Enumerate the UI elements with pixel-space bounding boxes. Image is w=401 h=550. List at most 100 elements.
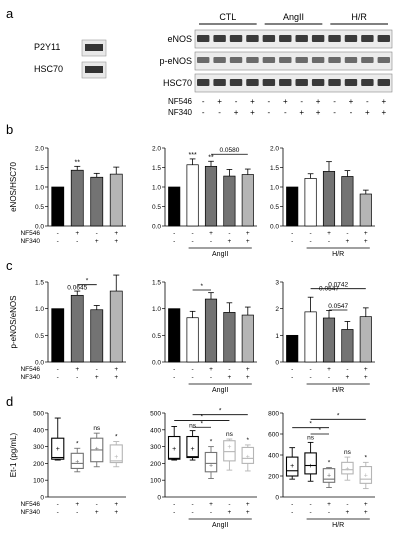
y-tick-label: 0 — [275, 495, 279, 502]
y-tick-label: 800 — [268, 411, 279, 418]
treatment-sign: + — [246, 501, 250, 508]
treatment-sign: - — [310, 366, 312, 373]
bar — [109, 290, 123, 363]
blot-band — [197, 79, 210, 86]
treatment-sign: - — [192, 238, 194, 245]
blot-band — [246, 57, 259, 63]
blot-treatment-sign: + — [316, 97, 321, 106]
treatment-sign: + — [114, 374, 118, 381]
y-tick-label: 400 — [33, 427, 44, 434]
blot-band — [311, 57, 325, 63]
treatment-sign: - — [346, 366, 348, 373]
treatment-sign: - — [76, 238, 78, 245]
treatment-sign: - — [96, 230, 98, 237]
blot-treatment-sign: + — [217, 97, 222, 106]
blot-band — [344, 57, 358, 63]
treatment-sign: + — [246, 374, 250, 381]
mean-marker: + — [309, 463, 313, 470]
y-tick-label: 400 — [268, 453, 279, 460]
box — [241, 446, 255, 464]
significance-label: ns — [189, 423, 197, 430]
treatment-sign: + — [346, 238, 350, 245]
treatment-sign: - — [291, 366, 293, 373]
treatment-sign: + — [346, 509, 350, 516]
blot-band — [328, 35, 341, 42]
y-tick-label: 1.0 — [152, 306, 161, 313]
treatment-sign: - — [192, 509, 194, 516]
treatment-sign: - — [328, 509, 330, 516]
box — [70, 452, 84, 469]
y-tick-label: 2.0 — [35, 146, 44, 153]
y-tick-label: 1.5 — [270, 165, 279, 172]
y-tick-label: 2.0 — [152, 146, 161, 153]
treatment-sign: - — [210, 238, 212, 245]
box — [223, 440, 236, 462]
y-tick-label: 0.0 — [35, 360, 44, 367]
treatment-sign: - — [192, 374, 194, 381]
treatment-sign: - — [173, 230, 175, 237]
blot-treatment-sign: - — [350, 108, 353, 117]
bracket-label: 0.0645 — [67, 285, 87, 292]
blot-band-hsc70-small — [85, 66, 103, 73]
box — [109, 444, 123, 464]
treatment-sign: - — [210, 509, 212, 516]
bar — [241, 314, 254, 363]
y-tick-label: 0.5 — [270, 204, 279, 211]
treatment-sign: - — [310, 509, 312, 516]
blot-treatment-sign: + — [250, 108, 255, 117]
bracket-label: * — [309, 421, 312, 428]
y-tick-label: 400 — [150, 427, 161, 434]
blot-treatment-sign: - — [202, 108, 205, 117]
panel-letter-a: a — [6, 6, 14, 21]
y-tick-label: 1 — [275, 333, 279, 340]
small-blot: P2Y11 HSC70 — [34, 39, 107, 79]
y-tick-label: 200 — [268, 474, 279, 481]
y-tick-label: 1.0 — [270, 185, 279, 192]
y-tick-label: 1.0 — [35, 306, 44, 313]
chart-b2: 0.00.51.01.52.0*** **0.0580----+--+++AngI… — [152, 146, 257, 258]
blot-row-label: eNOS — [167, 34, 192, 44]
blot-treatment-sign: - — [202, 97, 205, 106]
condition-label: H/R — [332, 251, 344, 258]
chart-c2: 0.00.51.01.5 *----+--+++AngII — [152, 280, 257, 394]
bar — [70, 294, 84, 363]
bar — [322, 171, 336, 227]
bar — [341, 176, 354, 227]
blot-band — [328, 57, 341, 63]
bar — [223, 175, 236, 227]
blot-band — [279, 79, 292, 86]
blot-band — [213, 57, 226, 63]
treatment-sign: + — [246, 230, 250, 237]
treatment-sign: - — [57, 238, 59, 245]
treatment-sign: + — [114, 509, 118, 516]
bar — [204, 298, 218, 363]
y-tick-label: 200 — [33, 461, 44, 468]
blot-band — [361, 35, 374, 42]
bracket-label: 0.0547 — [328, 303, 348, 310]
treatment-sign: + — [364, 374, 368, 381]
treatment-label: NF546 — [20, 501, 40, 508]
bracket-label: 0.0742 — [328, 282, 348, 289]
blot-treatment-sign: + — [299, 108, 304, 117]
treatment-sign: + — [327, 501, 331, 508]
mean-marker: + — [172, 446, 176, 453]
significance-label: * — [328, 460, 331, 467]
box — [341, 461, 354, 475]
blot-treatment-sign: - — [333, 108, 336, 117]
box — [204, 451, 218, 473]
y-tick-label: 0.0 — [35, 224, 44, 231]
treatment-sign: + — [209, 501, 213, 508]
treatment-sign: - — [192, 230, 194, 237]
blot-band — [279, 57, 292, 63]
treatment-sign: + — [364, 501, 368, 508]
y-tick-label: 100 — [33, 478, 44, 485]
y-tick-label: 1.0 — [152, 185, 161, 192]
y-tick-label: 0 — [40, 495, 44, 502]
bar — [286, 334, 299, 363]
treatment-sign: + — [246, 509, 250, 516]
treatment-sign: + — [364, 230, 368, 237]
blot-band — [377, 57, 390, 63]
blot-treatment-sign: + — [316, 108, 321, 117]
treatment-sign: - — [346, 230, 348, 237]
